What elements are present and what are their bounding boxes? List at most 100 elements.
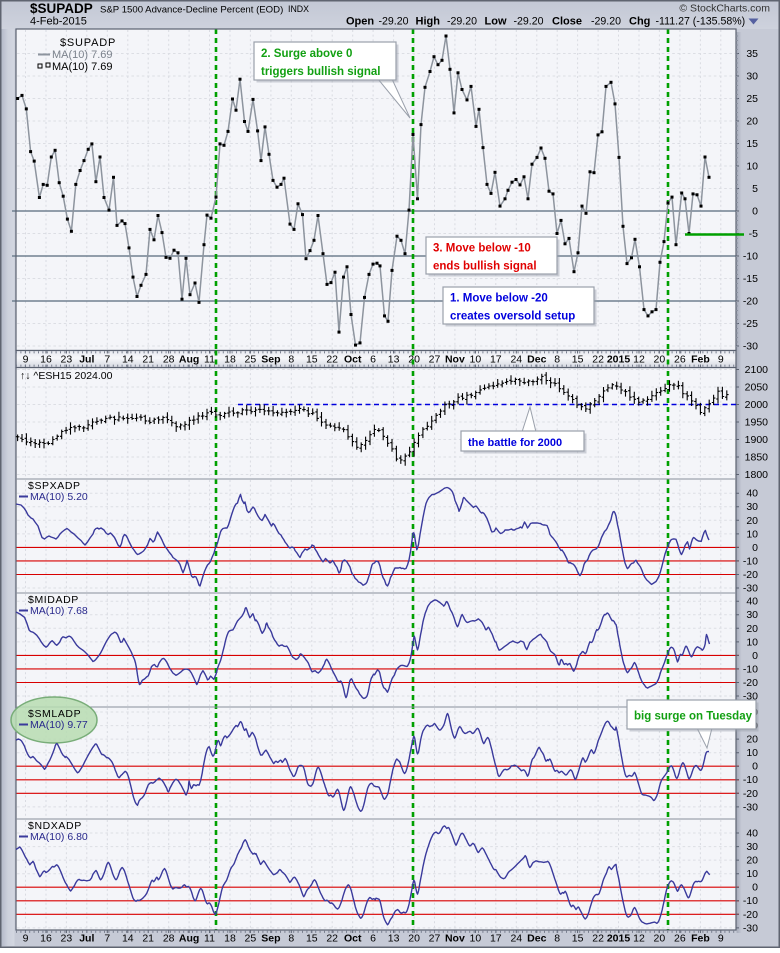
svg-text:ends bullish signal: ends bullish signal: [433, 261, 537, 273]
svg-text:26: 26: [674, 933, 686, 945]
svg-text:$SUPADP: $SUPADP: [60, 37, 116, 49]
svg-text:$SMLADP: $SMLADP: [28, 708, 81, 720]
svg-text:↑↓ ^ESH15 2024.00: ↑↓ ^ESH15 2024.00: [20, 370, 113, 382]
svg-text:the battle for 2000: the battle for 2000: [468, 437, 562, 449]
svg-text:1900: 1900: [745, 434, 769, 446]
svg-text:17: 17: [490, 933, 502, 945]
svg-text:22: 22: [592, 354, 604, 366]
svg-text:8: 8: [554, 933, 560, 945]
svg-text:35: 35: [746, 48, 758, 60]
svg-text:10: 10: [746, 747, 758, 759]
svg-text:-10: -10: [743, 663, 758, 675]
svg-text:0: 0: [752, 650, 758, 662]
svg-text:0: 0: [752, 542, 758, 554]
svg-text:7: 7: [104, 933, 110, 945]
svg-text:30: 30: [746, 501, 758, 513]
svg-text:MA(10) 7.69: MA(10) 7.69: [52, 49, 113, 61]
svg-text:28: 28: [163, 933, 175, 945]
svg-text:Low: Low: [485, 16, 507, 28]
svg-text:8: 8: [288, 933, 294, 945]
svg-text:24: 24: [510, 354, 522, 366]
svg-text:25: 25: [245, 933, 257, 945]
svg-text:14: 14: [122, 933, 134, 945]
svg-text:Aug: Aug: [179, 354, 199, 366]
svg-text:-10: -10: [743, 774, 758, 786]
svg-text:21: 21: [142, 933, 154, 945]
svg-text:$MIDADP: $MIDADP: [28, 594, 79, 606]
svg-text:15: 15: [306, 354, 318, 366]
svg-text:Jul: Jul: [79, 354, 94, 366]
svg-text:20: 20: [408, 933, 420, 945]
svg-text:30: 30: [746, 71, 758, 83]
svg-text:-20: -20: [743, 909, 758, 921]
svg-text:8: 8: [554, 354, 560, 366]
svg-text:10: 10: [470, 933, 482, 945]
svg-text:-20: -20: [743, 677, 758, 689]
svg-text:Nov: Nov: [445, 933, 465, 945]
svg-text:27: 27: [429, 354, 441, 366]
svg-text:6: 6: [370, 354, 376, 366]
svg-text:2100: 2100: [745, 364, 769, 376]
svg-text:10: 10: [746, 528, 758, 540]
svg-text:big surge on Tuesday: big surge on Tuesday: [634, 711, 753, 723]
svg-text:MA(10) 9.77: MA(10) 9.77: [30, 719, 88, 731]
svg-text:MA(10) 7.69: MA(10) 7.69: [52, 61, 113, 73]
svg-text:Dec: Dec: [527, 354, 546, 366]
svg-text:30: 30: [746, 609, 758, 621]
svg-text:7: 7: [104, 354, 110, 366]
svg-text:2015: 2015: [607, 354, 631, 366]
svg-text:9: 9: [23, 933, 29, 945]
svg-text:6: 6: [370, 933, 376, 945]
svg-text:13: 13: [388, 933, 400, 945]
svg-text:-20: -20: [743, 788, 758, 800]
svg-text:Oct: Oct: [344, 933, 362, 945]
svg-text:15: 15: [746, 138, 758, 150]
svg-text:18: 18: [224, 933, 236, 945]
svg-text:18: 18: [224, 354, 236, 366]
svg-text:16: 16: [40, 354, 52, 366]
svg-text:-20: -20: [743, 569, 758, 581]
svg-text:0: 0: [752, 761, 758, 773]
svg-text:-29.20: -29.20: [591, 16, 621, 28]
svg-text:24: 24: [510, 933, 522, 945]
svg-text:-10: -10: [743, 895, 758, 907]
svg-text:Dec: Dec: [527, 933, 546, 945]
svg-text:3. Move below -10: 3. Move below -10: [433, 243, 531, 255]
svg-text:1. Move below -20: 1. Move below -20: [450, 293, 548, 305]
svg-text:20: 20: [746, 734, 758, 746]
svg-text:13: 13: [388, 354, 400, 366]
svg-text:triggers bullish signal: triggers bullish signal: [261, 66, 381, 78]
svg-text:1950: 1950: [745, 417, 769, 429]
svg-text:40: 40: [746, 596, 758, 608]
svg-text:-5: -5: [749, 228, 758, 240]
svg-text:17: 17: [490, 354, 502, 366]
svg-text:$NDXADP: $NDXADP: [28, 820, 82, 832]
svg-text:-30: -30: [743, 922, 758, 934]
svg-text:-30: -30: [743, 801, 758, 813]
svg-text:-10: -10: [743, 555, 758, 567]
svg-text:S&P 1500 Advance-Decline Perce: S&P 1500 Advance-Decline Percent (EOD): [100, 5, 283, 16]
svg-text:11: 11: [204, 933, 215, 945]
svg-text:15: 15: [572, 933, 584, 945]
svg-text:MA(10) 5.20: MA(10) 5.20: [30, 491, 88, 503]
svg-text:INDX: INDX: [288, 4, 309, 14]
svg-text:-15: -15: [743, 273, 758, 285]
svg-text:4-Feb-2015: 4-Feb-2015: [30, 16, 87, 28]
svg-text:2050: 2050: [745, 382, 769, 394]
svg-text:10: 10: [746, 636, 758, 648]
svg-text:© StockCharts.com: © StockCharts.com: [679, 3, 770, 15]
svg-text:Sep: Sep: [261, 933, 280, 945]
svg-text:40: 40: [746, 488, 758, 500]
svg-text:2000: 2000: [745, 399, 769, 411]
svg-text:High: High: [416, 16, 441, 28]
svg-text:1800: 1800: [745, 469, 769, 481]
svg-text:$SPXADP: $SPXADP: [28, 480, 81, 492]
svg-text:28: 28: [163, 354, 175, 366]
svg-text:22: 22: [326, 933, 338, 945]
svg-text:10: 10: [470, 354, 482, 366]
svg-text:Oct: Oct: [344, 354, 362, 366]
svg-text:Chg: Chg: [629, 16, 650, 28]
svg-text:Feb: Feb: [691, 354, 710, 366]
svg-text:15: 15: [572, 354, 584, 366]
svg-text:20: 20: [746, 116, 758, 128]
